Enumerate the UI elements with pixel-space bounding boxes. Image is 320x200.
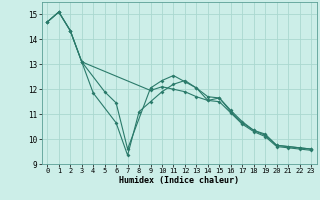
X-axis label: Humidex (Indice chaleur): Humidex (Indice chaleur) <box>119 176 239 185</box>
